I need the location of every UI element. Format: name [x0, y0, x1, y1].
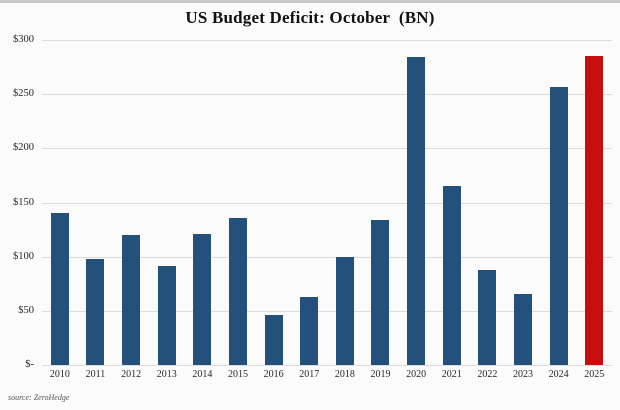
y-tick-label: $150	[13, 196, 34, 208]
y-tick-label: $300	[13, 34, 34, 45]
x-tick-label-2018: 2018	[334, 369, 355, 380]
x-tick-label-2016: 2016	[263, 369, 284, 380]
bar-slot-2010	[42, 40, 78, 365]
x-tick-label-2015: 2015	[227, 369, 248, 380]
x-tick-label-2014: 2014	[192, 369, 213, 380]
bar-2018	[335, 256, 354, 365]
gridline-200	[42, 148, 612, 150]
bar-2023	[513, 293, 532, 365]
y-tick-label: $100	[13, 250, 34, 262]
bar-slot-2021	[434, 40, 470, 365]
bar-slot-2017	[291, 40, 327, 365]
bar-2010	[50, 213, 69, 365]
bar-2016	[264, 315, 283, 365]
bar-slot-2024	[541, 40, 577, 365]
x-tick-label-2025: 2025	[584, 369, 605, 380]
gridline-150	[42, 202, 612, 204]
bar-slot-2012	[113, 40, 149, 365]
bar-slot-2022	[470, 40, 506, 365]
source-note: source: ZeroHedge	[8, 393, 70, 402]
bar-2020	[407, 57, 426, 365]
y-tick-label: $50	[18, 304, 34, 316]
bar-2019	[371, 219, 390, 365]
x-tick-label-2020: 2020	[406, 369, 427, 380]
bar-slot-2014	[185, 40, 221, 365]
gridline-250	[42, 94, 612, 96]
bar-2017	[300, 296, 319, 365]
plot-area	[42, 40, 612, 366]
gridline-300	[42, 40, 612, 41]
bar-2013	[157, 266, 176, 365]
x-axis: 2010 2011 2012 2013 2014 2015 2016 2017 2018 2019…	[42, 369, 612, 380]
bar-slot-2018	[327, 40, 363, 365]
bar-2012	[122, 235, 141, 365]
x-tick-label-2013: 2013	[156, 369, 177, 380]
bar-slot-2023	[505, 40, 541, 365]
y-axis: $300 $250 $200 $150 $100 $50 $-	[0, 34, 36, 370]
x-tick-label-2012: 2012	[121, 369, 142, 380]
gridline-50	[42, 310, 612, 312]
bar-slot-2013	[149, 40, 185, 365]
bar-2011	[86, 258, 105, 365]
y-tick-label: $200	[13, 142, 34, 154]
bar-slot-2015	[220, 40, 256, 365]
x-tick-label-2024: 2024	[548, 369, 569, 380]
x-tick-label-2021: 2021	[441, 369, 462, 380]
bar-2015	[228, 217, 247, 365]
bar-2014	[193, 233, 212, 365]
gridline--	[42, 365, 612, 366]
y-tick-label: $-	[25, 359, 34, 370]
gridline-100	[42, 256, 612, 258]
x-tick-label-2017: 2017	[299, 369, 320, 380]
bar-series	[42, 40, 612, 365]
bar-slot-2016	[256, 40, 292, 365]
x-tick-label-2019: 2019	[370, 369, 391, 380]
chart-title: US Budget Deficit: October (BN)	[185, 8, 435, 27]
x-tick-label-2011: 2011	[85, 369, 106, 380]
bar-2022	[478, 269, 497, 365]
x-tick-label-2022: 2022	[477, 369, 498, 380]
bar-2021	[442, 186, 461, 365]
bar-2025	[585, 56, 604, 365]
bar-slot-2019	[363, 40, 399, 365]
bar-slot-2020	[398, 40, 434, 365]
x-tick-label-2010: 2010	[49, 369, 70, 380]
x-tick-label-2023: 2023	[512, 369, 533, 380]
y-tick-label: $250	[13, 88, 34, 100]
bar-slot-2011	[78, 40, 114, 365]
bar-slot-2025	[576, 40, 612, 365]
bar-2024	[549, 86, 568, 365]
